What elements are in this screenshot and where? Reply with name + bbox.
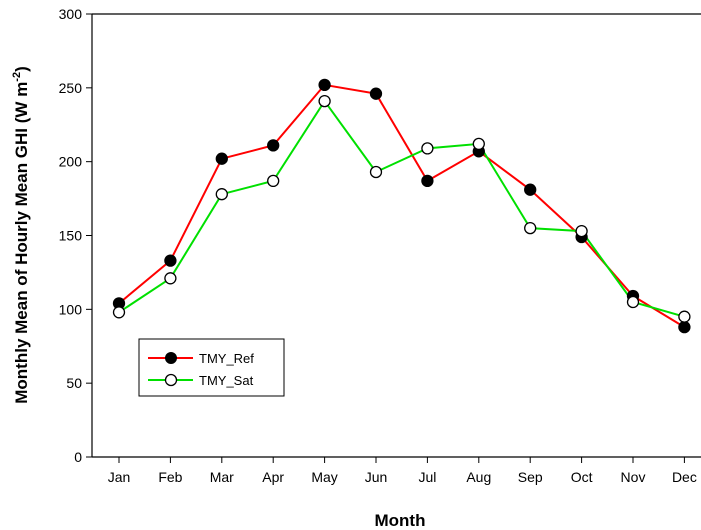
y-tick-label: 100 bbox=[59, 301, 83, 317]
point-tmy-sat-may bbox=[318, 94, 331, 108]
y-tick-label: 200 bbox=[59, 154, 83, 170]
legend-marker-tmy-sat bbox=[164, 373, 178, 387]
legend-box bbox=[138, 338, 285, 397]
y-tick-label: 300 bbox=[59, 6, 83, 22]
point-tmy-ref-sep bbox=[524, 183, 537, 196]
series-layer bbox=[112, 78, 691, 334]
x-tick-label: Aug bbox=[466, 469, 491, 485]
x-axis-ticks: Jan Feb Mar Apr May Jun Jul Aug Sep Oct Nov Dec bbox=[108, 457, 697, 485]
x-tick-label: Mar bbox=[210, 469, 234, 485]
point-tmy-sat-mar bbox=[215, 188, 228, 201]
point-tmy-sat-apr bbox=[267, 174, 280, 188]
point-tmy-sat-feb bbox=[164, 272, 177, 285]
point-tmy-ref-may bbox=[318, 78, 331, 92]
legend-label-tmy-ref: TMY_Ref bbox=[199, 351, 254, 366]
legend-marker-tmy-ref bbox=[165, 352, 177, 364]
point-tmy-sat-nov bbox=[626, 295, 640, 309]
y-axis-title: Monthly Mean of Hourly Mean GHI (W m-2) bbox=[11, 66, 31, 404]
y-tick-label: 150 bbox=[59, 228, 83, 244]
x-tick-label: May bbox=[311, 469, 337, 485]
x-tick-label: Jan bbox=[108, 469, 131, 485]
y-axis-title-close: ) bbox=[12, 66, 31, 72]
series-line-tmy-sat bbox=[118, 99, 685, 318]
point-tmy-sat-dec bbox=[678, 310, 691, 323]
point-tmy-ref-feb bbox=[164, 254, 177, 267]
x-axis-title: Month bbox=[375, 511, 426, 530]
y-axis-title-text: Monthly Mean of Hourly Mean GHI (W m bbox=[12, 82, 31, 404]
point-tmy-ref-jul bbox=[421, 174, 434, 188]
point-tmy-sat-oct bbox=[575, 224, 588, 238]
series-line-tmy-ref bbox=[118, 83, 685, 328]
x-tick-label: Jun bbox=[365, 469, 388, 485]
point-tmy-ref-apr bbox=[267, 139, 280, 152]
y-tick-label: 50 bbox=[66, 375, 82, 391]
x-tick-label: Dec bbox=[672, 469, 697, 485]
x-tick-label: Nov bbox=[621, 469, 646, 485]
point-tmy-sat-jan bbox=[112, 306, 126, 319]
point-tmy-sat-jun bbox=[369, 165, 383, 179]
y-axis-title-exponent: -2 bbox=[11, 72, 23, 82]
x-tick-label: Apr bbox=[262, 469, 284, 485]
point-tmy-sat-jul bbox=[421, 142, 434, 155]
point-tmy-sat-aug bbox=[472, 137, 485, 151]
point-tmy-ref-dec bbox=[678, 320, 691, 334]
y-axis-ticks: 0 50 100 150 200 250 300 bbox=[59, 6, 92, 465]
x-tick-label: Sep bbox=[518, 469, 543, 485]
x-tick-label: Oct bbox=[571, 469, 593, 485]
y-tick-label: 0 bbox=[74, 449, 82, 465]
point-tmy-sat-sep bbox=[524, 221, 537, 235]
x-tick-label: Jul bbox=[418, 469, 436, 485]
x-tick-label: Feb bbox=[158, 469, 182, 485]
legend: TMY_Ref TMY_Sat bbox=[138, 338, 285, 397]
point-tmy-ref-mar bbox=[215, 152, 228, 165]
y-tick-label: 250 bbox=[59, 80, 83, 96]
legend-label-tmy-sat: TMY_Sat bbox=[199, 373, 254, 388]
point-tmy-ref-jun bbox=[369, 87, 383, 100]
